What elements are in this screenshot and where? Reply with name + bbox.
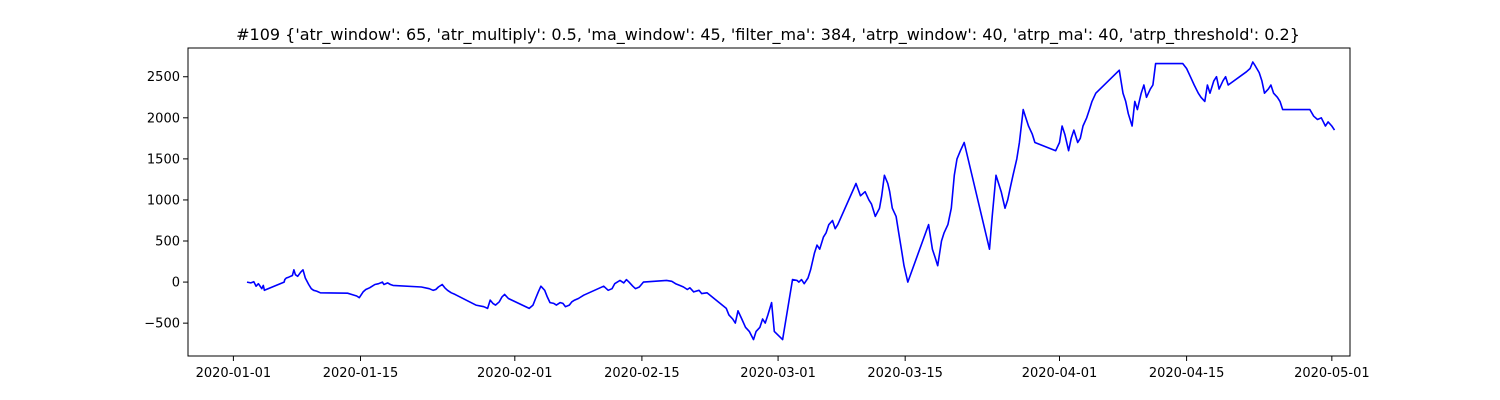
x-tick-label: 2020-03-01 xyxy=(740,366,816,381)
series-line xyxy=(246,61,1336,341)
y-tick-label: 1500 xyxy=(147,152,180,167)
y-tick-label: 2000 xyxy=(147,111,180,126)
x-tick-label: 2020-02-15 xyxy=(604,366,680,381)
y-tick-label: −500 xyxy=(144,317,180,332)
x-tick-label: 2020-04-15 xyxy=(1149,366,1225,381)
y-tick-label: 1000 xyxy=(147,193,180,208)
x-tick-label: 2020-01-15 xyxy=(323,366,399,381)
plot-area xyxy=(246,61,1336,341)
y-tick-label: 2500 xyxy=(147,70,180,85)
y-tick-label: 0 xyxy=(172,276,180,291)
y-axis: −500 0 500 1000 1500 2000 2500 xyxy=(144,70,188,332)
x-tick-label: 2020-03-15 xyxy=(867,366,943,381)
x-tick-label: 2020-05-01 xyxy=(1294,366,1370,381)
chart-title: #109 {'atr_window': 65, 'atr_multiply': … xyxy=(236,25,1300,45)
plot-frame xyxy=(187,47,1351,357)
x-tick-label: 2020-01-01 xyxy=(196,366,272,381)
x-tick-label: 2020-02-01 xyxy=(477,366,553,381)
x-tick-label: 2020-04-01 xyxy=(1022,366,1098,381)
y-tick-label: 500 xyxy=(155,235,180,250)
x-axis: 2020-01-01 2020-01-15 2020-02-01 2020-02-15… xyxy=(196,356,1370,381)
